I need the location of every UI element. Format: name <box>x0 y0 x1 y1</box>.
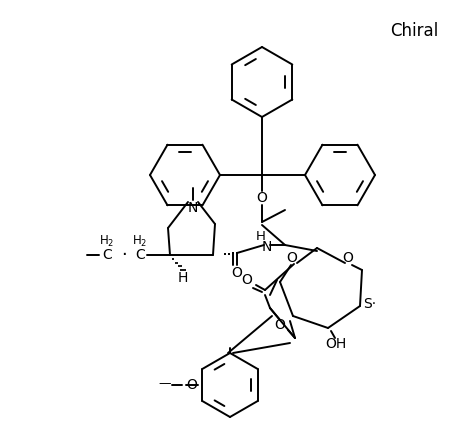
Text: OH: OH <box>325 337 346 351</box>
Text: C: C <box>102 248 112 262</box>
Text: N: N <box>262 240 272 254</box>
Text: O: O <box>187 378 198 392</box>
Text: O: O <box>287 251 298 265</box>
Text: O: O <box>274 318 285 332</box>
Text: Chiral: Chiral <box>390 22 438 40</box>
Text: H: H <box>256 230 266 243</box>
Text: O: O <box>232 266 242 280</box>
Text: H$_2$: H$_2$ <box>99 233 115 249</box>
Text: —: — <box>159 378 171 391</box>
Text: ·: · <box>121 246 127 264</box>
Text: H$_2$: H$_2$ <box>132 233 148 249</box>
Text: O: O <box>256 191 267 205</box>
Text: O: O <box>343 251 354 265</box>
Text: H: H <box>178 271 188 285</box>
Text: C: C <box>135 248 145 262</box>
Text: S·: S· <box>364 297 376 311</box>
Text: N: N <box>188 201 198 215</box>
Text: O: O <box>242 273 253 287</box>
